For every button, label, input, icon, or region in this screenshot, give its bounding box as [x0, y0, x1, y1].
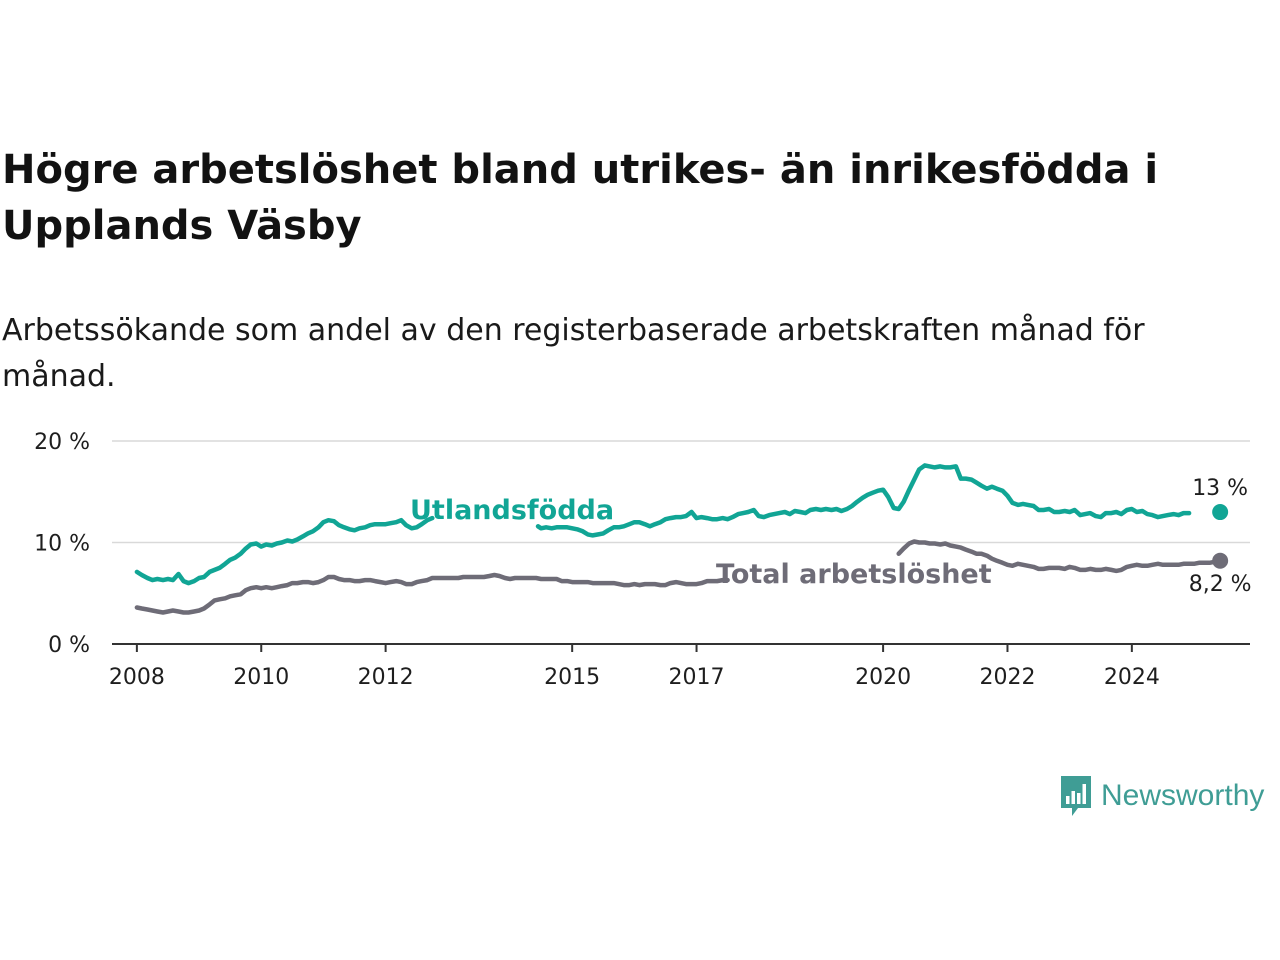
- series-label-total: Total arbetslöshet: [716, 559, 992, 590]
- end-point-total: [1212, 552, 1229, 569]
- series-line-utlandsfodda: [535, 463, 1192, 538]
- series-lines: [134, 463, 1229, 615]
- x-tick-label: 2020: [855, 665, 911, 690]
- series-labels: Utlandsfödda Total arbetslöshet 13 % 8,2…: [410, 476, 1252, 597]
- x-tick-label: 2015: [544, 665, 600, 690]
- x-tick-label: 2010: [233, 665, 289, 690]
- x-axis-tick-labels: 2008 2010 2012 2015 2017 2020 2022 2024: [109, 665, 1160, 690]
- y-axis-tick-labels: 0 % 10 % 20 %: [34, 430, 90, 658]
- end-value-label-total: 8,2 %: [1189, 572, 1252, 597]
- end-value-label-utlandsfodda: 13 %: [1192, 476, 1248, 501]
- x-tick-label: 2024: [1104, 665, 1160, 690]
- x-axis: [112, 643, 1250, 652]
- series-line-utlandsfodda: [134, 515, 435, 586]
- chart-title: Högre arbetslöshet bland utrikes- än inr…: [2, 147, 1159, 249]
- end-point-utlandsfodda: [1212, 504, 1229, 521]
- brand-name: Newsworthy: [1101, 779, 1265, 812]
- series-label-utlandsfodda: Utlandsfödda: [410, 495, 614, 526]
- x-tick-label: 2022: [979, 665, 1035, 690]
- brand-logo: Newsworthy: [1059, 774, 1264, 818]
- series-line-total: [134, 572, 730, 615]
- x-tick-label: 2008: [109, 665, 165, 690]
- grid-lines: [112, 440, 1250, 544]
- chart-subtitle: Arbetssökande som andel av den registerb…: [2, 313, 1145, 394]
- y-tick-label: 20 %: [34, 430, 90, 455]
- y-tick-label: 10 %: [34, 532, 90, 557]
- series-line-total: [896, 539, 1223, 574]
- bar-chart-speech-bubble-icon: [1061, 776, 1091, 816]
- x-tick-label: 2017: [669, 665, 725, 690]
- x-tick-label: 2012: [358, 665, 414, 690]
- y-tick-label: 0 %: [48, 633, 90, 658]
